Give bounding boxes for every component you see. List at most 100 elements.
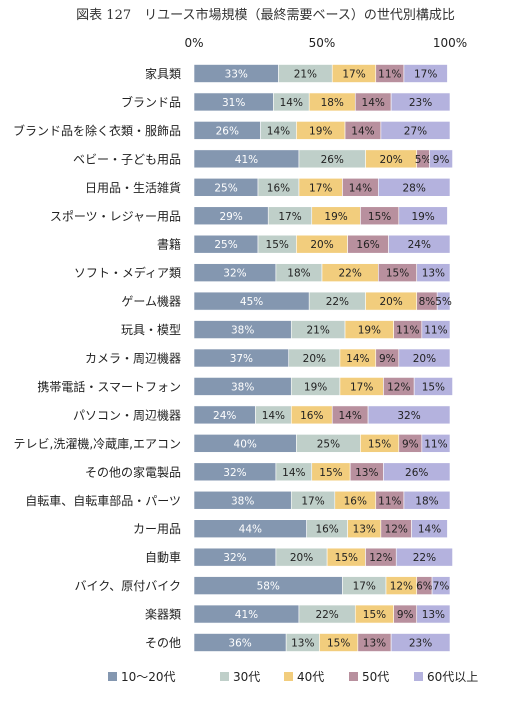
- legend-swatch: [349, 672, 358, 681]
- bar-segment: [413, 377, 453, 396]
- category-label: 自動車: [145, 551, 181, 565]
- bar-segment: [395, 547, 453, 567]
- data-label: 40%: [234, 438, 257, 450]
- data-label: 20%: [379, 154, 402, 166]
- category-label: ゲーム機器: [121, 294, 181, 309]
- chart-legend: 10～20代 30代 40代 50代 60代以上: [0, 668, 531, 688]
- data-label: 13%: [353, 524, 376, 536]
- category-label: カメラ・周辺機器: [85, 351, 181, 366]
- bar-segment: [367, 405, 451, 425]
- category-label: カー用品: [133, 522, 181, 536]
- data-label: 16%: [315, 524, 338, 536]
- data-label: 11%: [396, 325, 419, 337]
- bar-segment: [383, 462, 451, 482]
- data-label: 21%: [294, 69, 317, 81]
- data-label: 19%: [358, 325, 381, 337]
- legend-swatch: [284, 672, 293, 681]
- data-label: 14%: [267, 125, 290, 137]
- data-label: 13%: [355, 467, 378, 479]
- data-label: 17%: [350, 381, 373, 393]
- category-label: 日用品・生活雑貨: [85, 180, 181, 195]
- legend-swatch: [220, 672, 229, 681]
- data-label: 14%: [282, 467, 305, 479]
- data-label: 24%: [213, 410, 236, 422]
- data-label: 13%: [291, 638, 314, 650]
- data-label: 23%: [409, 638, 432, 650]
- bar-segment: [378, 178, 451, 197]
- data-label: 20%: [303, 353, 326, 365]
- category-label: 自転車、自転車部品・パーツ: [25, 493, 181, 508]
- data-label: 9%: [397, 609, 414, 621]
- data-label: 11%: [378, 69, 401, 81]
- legend-label: 10～20代: [121, 670, 176, 684]
- data-label: 15%: [319, 467, 342, 479]
- data-label: 14%: [346, 353, 369, 365]
- data-label: 8%: [419, 296, 436, 308]
- legend-label: 60代以上: [427, 670, 479, 684]
- bar-segment: [403, 64, 448, 83]
- data-label: 27%: [404, 125, 427, 137]
- category-label: 書籍: [157, 237, 181, 252]
- legend-swatch: [414, 672, 423, 681]
- data-label: 32%: [223, 467, 246, 479]
- data-label: 23%: [409, 97, 432, 109]
- data-label: 19%: [411, 211, 434, 223]
- data-label: 58%: [257, 581, 280, 593]
- data-label: 15%: [335, 552, 358, 564]
- legend-item: 50代: [349, 668, 389, 685]
- bar-segment: [411, 519, 448, 539]
- data-label: 14%: [418, 524, 441, 536]
- category-label: バイク、原付バイク: [75, 579, 181, 593]
- data-label: 28%: [402, 182, 425, 194]
- data-label: 15%: [327, 638, 350, 650]
- data-label: 14%: [349, 182, 372, 194]
- data-label: 12%: [387, 381, 410, 393]
- category-label: その他: [145, 636, 181, 650]
- x-tick-label: 100%: [433, 36, 467, 50]
- bar-segment: [403, 490, 451, 510]
- data-label: 20%: [290, 552, 313, 564]
- data-label: 24%: [408, 239, 431, 251]
- data-label: 14%: [338, 410, 361, 422]
- category-label: その他の家電製品: [85, 464, 181, 479]
- bar-segment: [398, 348, 451, 368]
- bar-segment: [388, 234, 451, 254]
- category-label: 楽器類: [145, 608, 181, 622]
- data-label: 15%: [422, 381, 445, 393]
- data-label: 25%: [214, 239, 237, 251]
- data-label: 5%: [415, 154, 432, 166]
- data-label: 22%: [326, 296, 349, 308]
- data-label: 38%: [231, 495, 254, 507]
- data-label: 13%: [422, 268, 445, 280]
- data-label: 9%: [433, 154, 450, 166]
- legend-item: 30代: [220, 668, 260, 685]
- bar-segment: [421, 434, 451, 453]
- data-label: 45%: [240, 296, 263, 308]
- data-label: 31%: [222, 97, 245, 109]
- data-label: 17%: [301, 495, 324, 507]
- data-label: 22%: [315, 609, 338, 621]
- x-tick-label: 50%: [309, 36, 336, 50]
- data-label: 20%: [413, 353, 436, 365]
- data-label: 22%: [413, 552, 436, 564]
- data-label: 41%: [235, 609, 258, 621]
- data-label: 15%: [368, 211, 391, 223]
- data-label: 17%: [342, 69, 365, 81]
- data-label: 6%: [416, 581, 433, 593]
- data-label: 12%: [369, 552, 392, 564]
- data-label: 37%: [230, 353, 253, 365]
- data-label: 11%: [424, 325, 447, 337]
- data-label: 17%: [353, 581, 376, 593]
- data-label: 26%: [216, 125, 239, 137]
- data-label: 38%: [231, 381, 254, 393]
- data-label: 15%: [368, 438, 391, 450]
- data-label: 13%: [363, 638, 386, 650]
- bar-segment: [429, 149, 453, 169]
- data-label: 14%: [280, 97, 303, 109]
- bar-segment: [380, 121, 451, 140]
- bar-segment: [416, 604, 451, 624]
- data-label: 20%: [379, 296, 402, 308]
- data-label: 15%: [266, 239, 289, 251]
- category-label: ブランド品を除く衣類・服飾品: [13, 123, 181, 138]
